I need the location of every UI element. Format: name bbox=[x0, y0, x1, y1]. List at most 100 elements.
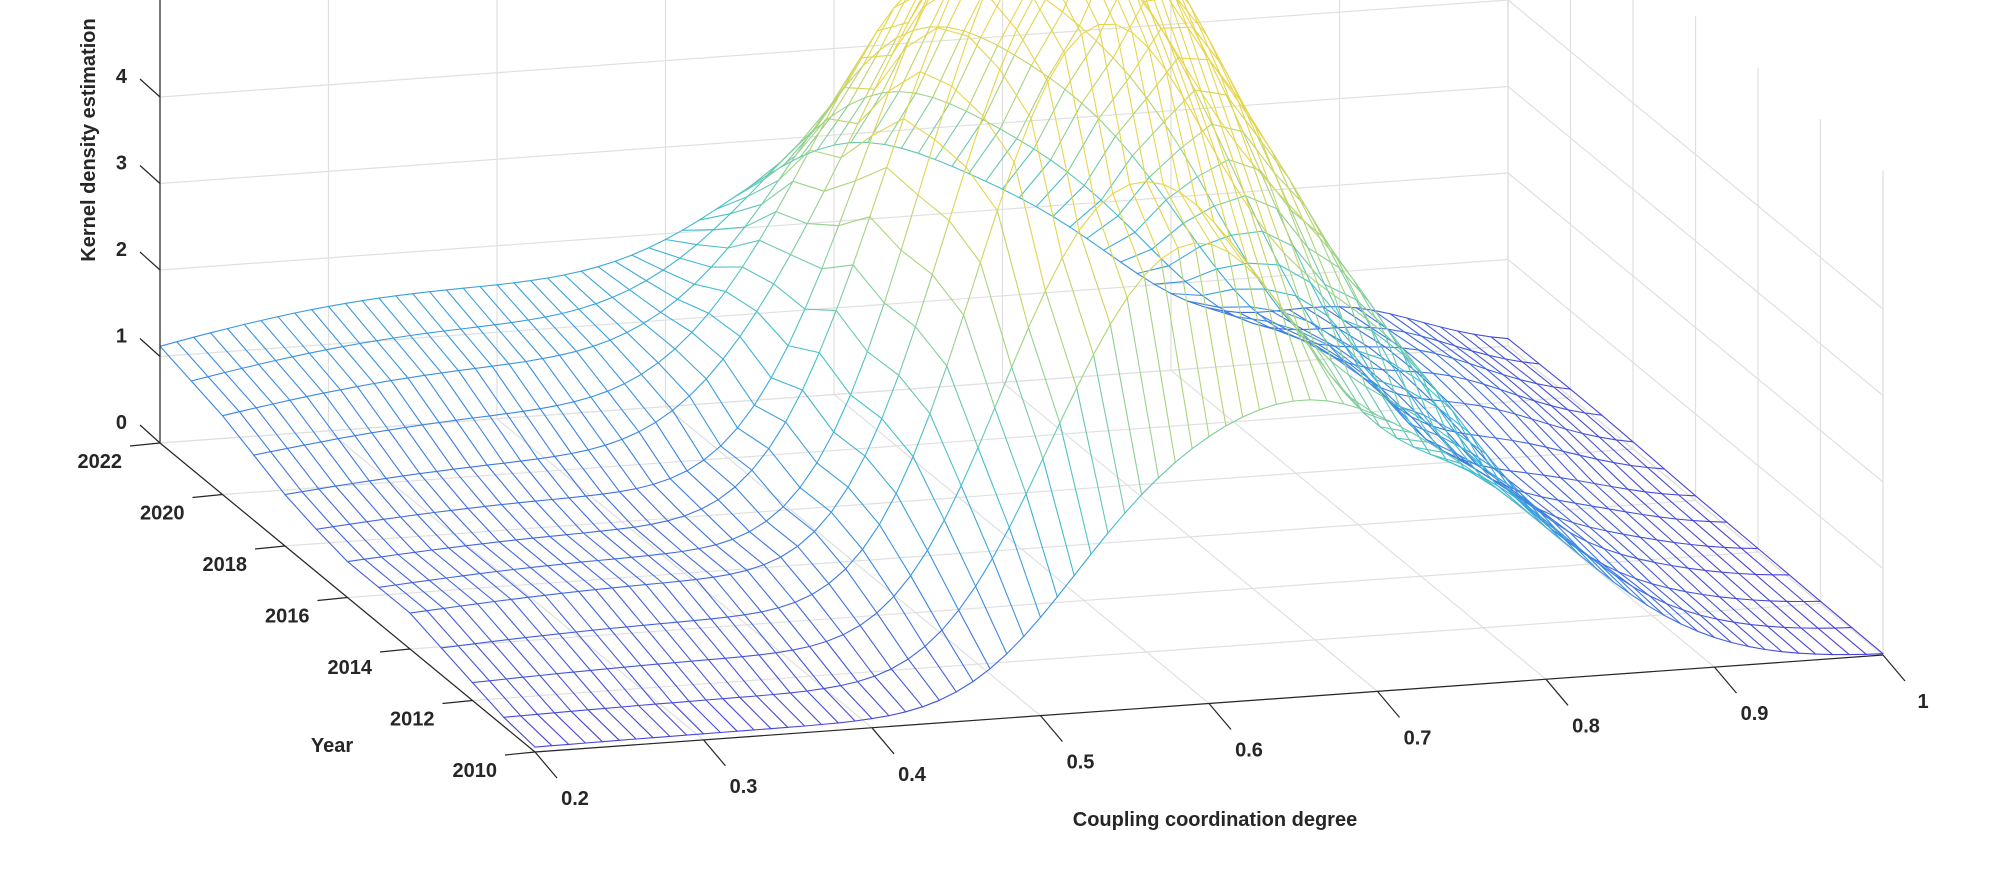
mesh-cross-line bbox=[782, 506, 815, 533]
mesh-cross-line bbox=[917, 194, 950, 222]
mesh-cross-line bbox=[1381, 395, 1415, 448]
mesh-cross-line bbox=[787, 345, 820, 354]
mesh-cross-line bbox=[883, 302, 917, 328]
mesh-cross-line bbox=[1608, 508, 1641, 538]
mesh-profile-segment bbox=[799, 462, 818, 489]
mesh-profile-segment bbox=[1372, 309, 1391, 315]
mesh-profile-segment bbox=[809, 117, 828, 151]
mesh-cross-line bbox=[1355, 299, 1388, 330]
mesh-cross-line bbox=[443, 607, 476, 645]
mesh-cross-line bbox=[980, 0, 1001, 38]
mesh-profile-segment bbox=[1483, 383, 1502, 391]
mesh-profile-segment bbox=[946, 26, 965, 32]
mesh-profile-segment bbox=[597, 260, 616, 268]
mesh-cross-line bbox=[1389, 313, 1422, 337]
mesh-profile-segment bbox=[1023, 616, 1042, 638]
mesh-profile-segment bbox=[1706, 545, 1725, 548]
mesh-cross-line bbox=[1699, 614, 1732, 644]
mesh-cross-line bbox=[1516, 394, 1550, 425]
mesh-profile-segment bbox=[864, 418, 883, 457]
mesh-cross-line bbox=[1574, 502, 1607, 532]
mesh-profile-segment bbox=[1100, 199, 1119, 217]
mesh-profile-segment bbox=[503, 460, 522, 464]
mesh-profile-segment bbox=[1369, 303, 1388, 330]
mesh-cross-line bbox=[1471, 350, 1504, 376]
mesh-profile-segment bbox=[734, 469, 753, 488]
mesh-cross-line bbox=[924, 645, 957, 693]
mesh-profile-segment bbox=[707, 657, 726, 661]
mesh-profile-segment bbox=[537, 455, 556, 460]
mesh-cross-line bbox=[775, 211, 808, 225]
mesh-cross-line bbox=[607, 390, 640, 433]
x-tick bbox=[1040, 715, 1063, 742]
mesh-cross-line bbox=[854, 166, 888, 182]
mesh-profile-segment bbox=[1497, 485, 1516, 498]
mesh-cross-line bbox=[1673, 541, 1706, 571]
mesh-cross-line bbox=[366, 521, 399, 556]
mesh-profile-segment bbox=[1449, 375, 1468, 381]
mesh-profile-segment bbox=[1035, 206, 1054, 218]
mesh-profile-segment bbox=[1254, 125, 1273, 152]
mesh-profile-segment bbox=[1237, 100, 1256, 127]
mesh-profile-segment bbox=[568, 495, 587, 499]
mesh-cross-line bbox=[635, 488, 669, 522]
mesh-profile-segment bbox=[1637, 558, 1655, 563]
mesh-profile-segment bbox=[1285, 201, 1304, 221]
mesh-profile-segment bbox=[994, 366, 1013, 409]
mesh-cross-line bbox=[553, 712, 587, 744]
mesh-profile-segment bbox=[681, 219, 700, 231]
mesh-profile-segment bbox=[650, 520, 669, 525]
mesh-profile-segment bbox=[1718, 596, 1737, 600]
mesh-cross-line bbox=[311, 309, 344, 348]
mesh-cross-line bbox=[159, 345, 192, 382]
mesh-profile-segment bbox=[414, 549, 433, 553]
mesh-profile-segment bbox=[159, 341, 178, 347]
z-tick bbox=[139, 165, 161, 184]
mesh-cross-line bbox=[1536, 383, 1569, 411]
mesh-profile-segment bbox=[368, 477, 387, 482]
mesh-profile-segment bbox=[1370, 326, 1389, 330]
mesh-cross-line bbox=[1350, 346, 1384, 371]
mesh-cross-line bbox=[577, 590, 611, 630]
mesh-profile-segment bbox=[1548, 423, 1567, 430]
mesh-profile-segment bbox=[272, 399, 291, 405]
mesh-profile-segment bbox=[464, 543, 483, 547]
mesh-profile-segment bbox=[443, 328, 462, 332]
mesh-profile-segment bbox=[828, 568, 847, 585]
mesh-profile-segment bbox=[527, 594, 546, 598]
mesh-profile-segment bbox=[1112, 183, 1131, 195]
mesh-profile-segment bbox=[696, 229, 715, 246]
mesh-cross-line bbox=[645, 280, 679, 300]
mesh-cross-line bbox=[1300, 268, 1333, 363]
mesh-profile-segment bbox=[1478, 474, 1497, 489]
mesh-cross-line bbox=[1179, 192, 1213, 245]
mesh-cross-line bbox=[284, 494, 317, 530]
mesh-cross-line bbox=[1577, 479, 1610, 510]
mesh-profile-segment bbox=[397, 551, 416, 556]
mesh-cross-line bbox=[575, 631, 608, 670]
mesh-profile-segment bbox=[1721, 571, 1740, 575]
mesh-profile-segment bbox=[1264, 288, 1283, 313]
mesh-profile-segment bbox=[366, 518, 385, 523]
mesh-cross-line bbox=[1316, 282, 1350, 376]
mesh-cross-line bbox=[640, 665, 673, 704]
mesh-cross-line bbox=[1249, 306, 1283, 313]
mesh-profile-segment bbox=[1490, 336, 1509, 340]
mesh-profile-segment bbox=[592, 627, 611, 631]
mesh-profile-segment bbox=[1052, 215, 1071, 228]
mesh-cross-line bbox=[1114, 23, 1148, 183]
mesh-profile-segment bbox=[1059, 387, 1078, 424]
mesh-cross-line bbox=[1437, 340, 1470, 365]
mesh-profile-segment bbox=[1502, 473, 1521, 493]
mesh-profile-segment bbox=[878, 492, 897, 526]
x-axis-label: Coupling coordination degree bbox=[1073, 809, 1357, 831]
mesh-cross-line bbox=[539, 674, 572, 712]
mesh-profile-segment bbox=[1381, 395, 1400, 407]
mesh-profile-segment bbox=[801, 352, 820, 391]
mesh-cross-line bbox=[840, 134, 873, 159]
mesh-cross-line bbox=[544, 594, 577, 633]
mesh-profile-segment bbox=[1353, 279, 1372, 305]
mesh-profile-segment bbox=[751, 448, 770, 471]
mesh-profile-segment bbox=[1304, 205, 1323, 237]
mesh-cross-line bbox=[1333, 294, 1367, 387]
